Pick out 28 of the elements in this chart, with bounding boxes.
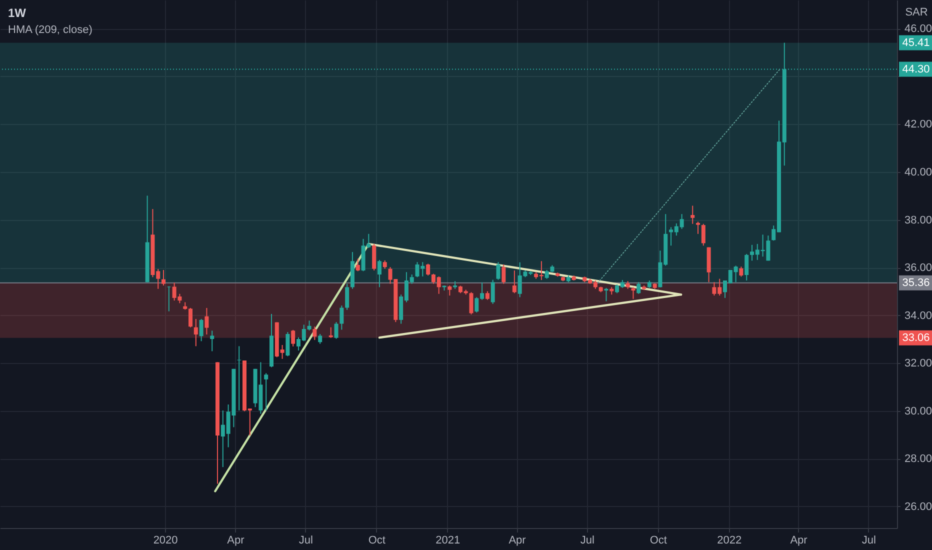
y-tick-label: 26.00 bbox=[904, 501, 932, 513]
text: 1W bbox=[8, 6, 27, 20]
band-label: 33.06 bbox=[902, 332, 930, 344]
y-tick-label: 30.00 bbox=[904, 405, 932, 418]
x-tick-label: Jul bbox=[862, 534, 876, 546]
y-tick-label: 46.00 bbox=[904, 23, 932, 36]
x-tick-label: Oct bbox=[368, 534, 386, 546]
x-tick-label: 2022 bbox=[717, 534, 742, 546]
y-axis-title: SAR bbox=[905, 6, 928, 18]
text: HMA (209, close) bbox=[8, 24, 92, 36]
x-tick-label: Oct bbox=[650, 534, 667, 546]
y-tick-label: 34.00 bbox=[904, 310, 932, 322]
y-tick-label: 40.00 bbox=[904, 166, 932, 179]
y-tick-label: 32.00 bbox=[904, 358, 932, 370]
y-tick-label: 36.00 bbox=[904, 262, 932, 274]
x-tick-label: Apr bbox=[790, 534, 808, 546]
y-tick-label: 42.00 bbox=[904, 118, 932, 131]
band-label: 45.41 bbox=[902, 36, 930, 49]
x-tick-label: Apr bbox=[227, 534, 245, 546]
x-tick-label: 2020 bbox=[153, 534, 178, 546]
y-tick-label: 38.00 bbox=[904, 214, 932, 226]
ref-line-label: 35.36 bbox=[902, 276, 930, 289]
x-tick-label: Apr bbox=[508, 534, 526, 546]
x-tick-label: 2021 bbox=[436, 534, 460, 546]
x-tick-label: Jul bbox=[298, 534, 313, 546]
y-tick-label: 28.00 bbox=[904, 453, 932, 466]
x-tick-label: Jul bbox=[580, 534, 594, 546]
ref-line-label: 44.30 bbox=[902, 63, 930, 76]
